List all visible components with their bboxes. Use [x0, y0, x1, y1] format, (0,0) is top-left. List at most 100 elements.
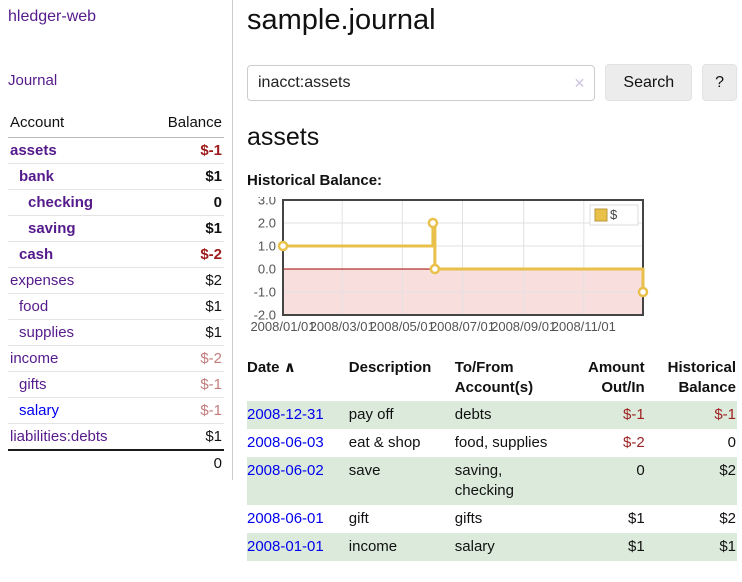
sidebar-item-journal[interactable]: Journal [8, 72, 58, 89]
account-row: salary $-1 [8, 397, 224, 424]
svg-text:$: $ [610, 207, 618, 222]
transaction-amount: $1 [627, 510, 645, 527]
svg-text:0.0: 0.0 [258, 262, 276, 277]
search-input[interactable] [247, 64, 596, 101]
transaction-amount: $-1 [622, 406, 645, 423]
transaction-accounts: gifts [454, 510, 483, 527]
sidebar-account-link[interactable]: assets [10, 142, 57, 159]
svg-text:1.0: 1.0 [258, 239, 276, 254]
account-row: cash $-2 [8, 241, 224, 268]
svg-text:2.0: 2.0 [258, 216, 276, 231]
account-balance: 0 [145, 189, 224, 216]
svg-text:2008/11/01: 2008/11/01 [552, 319, 616, 334]
register-row: 2008-06-03 eat & shop food, supplies $-2 0 [247, 429, 737, 457]
account-row: food $1 [8, 293, 224, 320]
main-content: sample.journal ✕ Search ? assets Histori… [233, 0, 742, 561]
sidebar-account-link[interactable]: gifts [19, 376, 47, 393]
sidebar-account-link[interactable]: supplies [19, 324, 75, 341]
transaction-amount: 0 [636, 462, 645, 479]
sidebar-account-link[interactable]: bank [19, 168, 55, 185]
transaction-balance: $1 [719, 538, 736, 555]
account-row: assets $-1 [8, 137, 224, 164]
account-row: bank $1 [8, 163, 224, 190]
svg-text:-2.0: -2.0 [254, 308, 276, 323]
historical-balance-chart[interactable]: 3.0 2.0 1.0 0.0 -1.0 -2.0 2008/01/01 2008/03/01… [247, 197, 737, 339]
sidebar-account-link[interactable]: income [10, 350, 59, 367]
svg-text:2008/03/01: 2008/03/01 [310, 319, 375, 334]
account-row: supplies $1 [8, 319, 224, 346]
clear-search-icon[interactable]: ✕ [573, 74, 586, 91]
transaction-description: eat & shop [348, 434, 421, 451]
transaction-amount: $-2 [622, 434, 645, 451]
account-row: liabilities:debts $1 [8, 423, 224, 451]
app-title-link[interactable]: hledger-web [8, 8, 97, 25]
account-balance: $1 [145, 163, 224, 190]
sidebar-account-link[interactable]: checking [28, 194, 94, 211]
accounts-header-row: Account Balance [8, 111, 224, 138]
transaction-description: gift [348, 510, 369, 527]
svg-text:-1.0: -1.0 [254, 285, 276, 300]
transaction-balance: $-1 [714, 406, 736, 423]
account-balance: $-1 [145, 397, 224, 424]
account-balance: $2 [145, 267, 224, 294]
register-table: Date ∧ Description To/From Account(s) Am… [247, 355, 737, 561]
sidebar-account-link[interactable]: saving [28, 220, 76, 237]
account-balance: $-1 [145, 371, 224, 398]
account-balance: $-2 [145, 241, 224, 268]
transaction-accounts: salary [454, 538, 495, 555]
account-row: saving $1 [8, 215, 224, 242]
transaction-accounts: debts [454, 406, 492, 423]
search-bar: ✕ Search ? [247, 64, 737, 101]
register-header-row: Date ∧ Description To/From Account(s) Am… [247, 355, 737, 401]
account-row: checking 0 [8, 189, 224, 216]
transaction-balance: $2 [719, 510, 736, 527]
transaction-date-link[interactable]: 2008-01-01 [247, 538, 324, 555]
accounts-table: Account Balance assets $-1 bank $1 checking 0… [8, 111, 224, 476]
transaction-balance: 0 [727, 434, 736, 451]
register-header-date[interactable]: Date ∧ [247, 355, 349, 401]
page-title: sample.journal [247, 4, 436, 36]
account-row: gifts $-1 [8, 371, 224, 398]
page-layout: hledger-web Journal Account Balance asse… [0, 0, 742, 561]
accounts-header-balance: Balance [145, 111, 224, 138]
account-balance: $1 [145, 319, 224, 346]
svg-text:2008/01/01: 2008/01/01 [250, 319, 315, 334]
account-balance: $1 [145, 293, 224, 320]
sort-ascending-icon: ∧ [283, 359, 296, 376]
sidebar-account-link[interactable]: expenses [10, 272, 75, 289]
svg-text:2008/05/01: 2008/05/01 [370, 319, 435, 334]
accounts-total-value: 0 [145, 449, 224, 476]
transaction-description: pay off [348, 406, 394, 423]
svg-text:2008/09/01: 2008/09/01 [491, 319, 556, 334]
account-balance: $-1 [145, 137, 224, 164]
sidebar-account-link[interactable]: cash [19, 246, 54, 263]
help-button[interactable]: ? [702, 64, 737, 101]
transaction-date-link[interactable]: 2008-06-02 [247, 462, 324, 479]
account-balance: $-2 [145, 345, 224, 372]
accounts-total-row: 0 [8, 449, 224, 476]
register-header-tofrom: To/From Account(s) [454, 359, 534, 396]
transaction-date-link[interactable]: 2008-06-01 [247, 510, 324, 527]
chart-label: Historical Balance: [247, 172, 383, 189]
register-header-balance: Historical Balance [667, 359, 736, 396]
register-row: 2008-06-02 save saving, checking 0 $2 [247, 457, 737, 505]
account-row: income $-2 [8, 345, 224, 372]
transaction-amount: $1 [627, 538, 645, 555]
accounts-total-spacer [8, 449, 146, 476]
transaction-accounts: saving, checking [454, 462, 514, 499]
sidebar-account-link[interactable]: salary [19, 402, 60, 419]
account-page-title: assets [247, 123, 320, 151]
transaction-date-link[interactable]: 2008-06-03 [247, 434, 324, 451]
sidebar-account-link[interactable]: liabilities:debts [10, 428, 108, 445]
register-header-amount: Amount Out/In [588, 359, 645, 396]
search-input-wrap: ✕ [247, 64, 596, 101]
sidebar-account-link[interactable]: food [19, 298, 49, 315]
date-header-label: Date [247, 359, 280, 376]
sidebar: hledger-web Journal Account Balance asse… [0, 0, 233, 480]
transaction-date-link[interactable]: 2008-12-31 [247, 406, 324, 423]
svg-text:3.0: 3.0 [258, 197, 276, 208]
transaction-accounts: food, supplies [454, 434, 548, 451]
transaction-description: save [348, 462, 381, 479]
account-row: expenses $2 [8, 267, 224, 294]
search-button[interactable]: Search [605, 64, 693, 101]
